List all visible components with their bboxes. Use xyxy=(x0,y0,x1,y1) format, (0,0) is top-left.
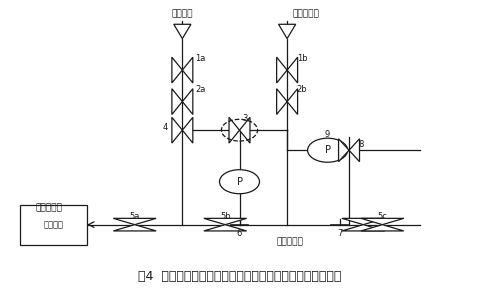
Circle shape xyxy=(308,138,348,162)
Polygon shape xyxy=(277,57,287,83)
Polygon shape xyxy=(204,218,247,225)
Text: 1b: 1b xyxy=(297,53,307,62)
Text: 2b: 2b xyxy=(297,85,307,94)
Polygon shape xyxy=(361,225,404,231)
FancyBboxPatch shape xyxy=(21,205,87,245)
Polygon shape xyxy=(342,225,385,231)
Polygon shape xyxy=(174,24,191,39)
Text: 5a: 5a xyxy=(129,212,140,221)
Text: 图4  增加自力式压力调节阀改造后凝结水机封水系统示意图: 图4 增加自力式压力调节阀改造后凝结水机封水系统示意图 xyxy=(138,270,341,283)
Text: 8: 8 xyxy=(359,140,364,149)
Polygon shape xyxy=(182,117,193,143)
Polygon shape xyxy=(279,24,296,39)
Polygon shape xyxy=(172,89,182,114)
Polygon shape xyxy=(229,117,240,143)
Text: 机械密封: 机械密封 xyxy=(44,220,64,229)
Circle shape xyxy=(219,170,260,194)
Polygon shape xyxy=(349,139,360,162)
Polygon shape xyxy=(182,89,193,114)
Polygon shape xyxy=(287,57,297,83)
Text: 5b: 5b xyxy=(220,212,230,221)
Text: 1a: 1a xyxy=(195,53,205,62)
Text: 机封密封水: 机封密封水 xyxy=(35,203,62,212)
Text: 除盐水来: 除盐水来 xyxy=(171,10,193,19)
Polygon shape xyxy=(361,218,404,225)
Polygon shape xyxy=(287,89,297,114)
Polygon shape xyxy=(114,218,156,225)
Polygon shape xyxy=(182,57,193,83)
Text: 机封冲洗水: 机封冲洗水 xyxy=(276,237,303,246)
Text: P: P xyxy=(237,177,242,187)
Polygon shape xyxy=(277,89,287,114)
Text: 9: 9 xyxy=(325,130,330,139)
Text: 7: 7 xyxy=(337,229,342,238)
Polygon shape xyxy=(172,57,182,83)
Polygon shape xyxy=(114,225,156,231)
Text: 2a: 2a xyxy=(195,85,205,94)
Polygon shape xyxy=(342,218,385,225)
Text: 3: 3 xyxy=(242,114,247,123)
Text: 凝结水出口: 凝结水出口 xyxy=(293,10,319,19)
Polygon shape xyxy=(240,117,250,143)
Polygon shape xyxy=(172,117,182,143)
Text: 4: 4 xyxy=(162,123,168,132)
Text: 6: 6 xyxy=(237,229,242,238)
Text: P: P xyxy=(325,145,331,155)
Polygon shape xyxy=(339,139,349,162)
Polygon shape xyxy=(204,225,247,231)
Text: 5c: 5c xyxy=(377,212,388,221)
